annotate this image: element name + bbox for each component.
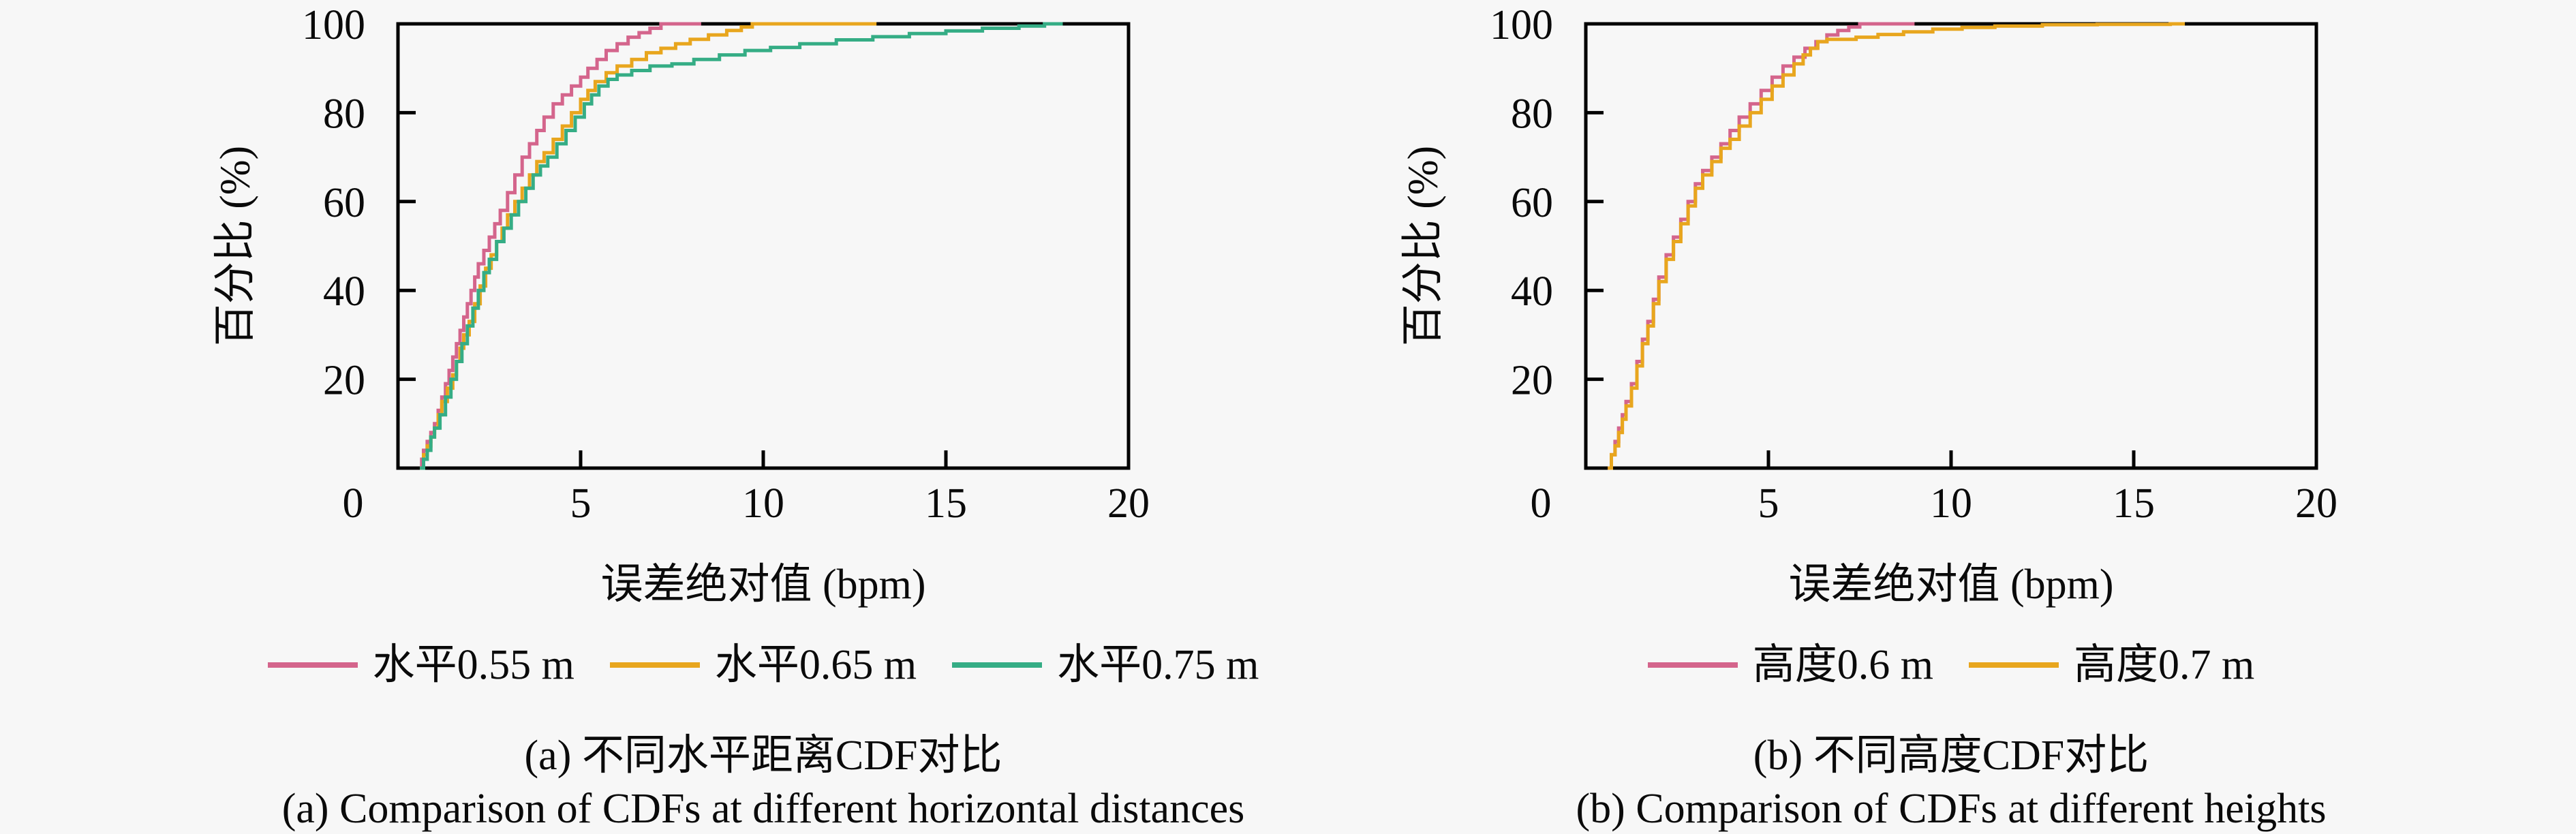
x-tick-label: 10: [1930, 480, 1972, 527]
legend-line-swatch: [952, 662, 1043, 668]
y-axis-title: 百分比 (%): [1400, 146, 1447, 346]
x-tick-label: 0: [343, 480, 364, 527]
x-tick-label: 15: [925, 480, 967, 527]
y-tick-label: 100: [302, 2, 365, 48]
legend-line-swatch: [267, 662, 358, 668]
caption-chinese-text: (a) 不同水平距离CDF对比: [524, 732, 1002, 779]
legend-line-swatch: [1647, 662, 1738, 668]
legend-label: 高度0.6 m: [1752, 642, 1933, 688]
legend-label: 水平0.75 m: [1057, 642, 1259, 688]
legend-item: 水平0.55 m: [267, 636, 574, 694]
legend-label: 水平0.65 m: [714, 642, 917, 688]
legend-item: 高度0.6 m: [1647, 636, 1933, 694]
legend-label: 水平0.55 m: [372, 642, 574, 688]
cdf-series-line: [420, 22, 1063, 470]
x-axis-title: 误差绝对值 (bpm): [600, 561, 925, 608]
chart-a-legend: 水平0.55 m 水平0.65 m 水平0.75 m: [267, 636, 1259, 694]
caption-english-text: (a) Comparison of CDFs at different hori…: [281, 786, 1245, 832]
y-tick-label: 20: [1511, 358, 1553, 404]
chart-a-plot: 20 40 60 80 100 0 5 10 15 20 误差绝对值 (bpm) 百分比 (%): [213, 2, 1150, 608]
x-tick-label: 10: [742, 480, 784, 527]
caption-chinese: (a) 不同水平距离CDF对比: [398, 730, 1129, 781]
x-tick-label: 5: [570, 480, 592, 527]
x-tick-label: 15: [2113, 480, 2155, 527]
cdf-series-line: [1608, 22, 2185, 470]
legend-line-swatch: [609, 662, 700, 668]
caption-english: (b) Comparison of CDFs at different heig…: [1576, 784, 2327, 834]
x-tick-label: 20: [1107, 480, 1150, 527]
y-axis-title: 百分比 (%): [213, 146, 259, 346]
cdf-series-line: [1608, 22, 1915, 470]
caption-chinese: (b) 不同高度CDF对比: [1586, 730, 2316, 781]
legend-item: 水平0.65 m: [609, 636, 917, 694]
y-tick-label: 80: [1511, 91, 1553, 137]
x-axis-title: 误差绝对值 (bpm): [1788, 561, 2113, 608]
chart-b-plot: 20 40 60 80 100 0 5 10 15 20 误差绝对值 (bpm) 百分比 (%): [1400, 2, 2337, 608]
y-tick-label: 40: [1511, 268, 1553, 315]
caption-chinese-text: (b) 不同高度CDF对比: [1753, 732, 2149, 779]
y-tick-label: 20: [323, 358, 365, 404]
y-tick-label: 40: [323, 268, 365, 315]
y-tick-label: 60: [323, 180, 365, 226]
caption-english-text: (b) Comparison of CDFs at different heig…: [1576, 786, 2327, 832]
cdf-series-line: [420, 22, 701, 470]
legend-label: 高度0.7 m: [2074, 642, 2255, 688]
caption-english: (a) Comparison of CDFs at different hori…: [282, 784, 1244, 834]
chart-b-block: 20 40 60 80 100 0 5 10 15 20 误差绝对值 (bpm) 百分比 (%) 高度…: [1288, 0, 2576, 832]
y-tick-label: 80: [323, 91, 365, 137]
x-tick-label: 5: [1758, 480, 1779, 527]
x-tick-label: 0: [1531, 480, 1552, 527]
legend-line-swatch: [1969, 662, 2059, 668]
legend-item: 高度0.7 m: [1969, 636, 2254, 694]
chart-b-legend: 高度0.6 m 高度0.7 m: [1586, 636, 2316, 694]
axis-box: [1584, 22, 2318, 470]
y-tick-label: 100: [1490, 2, 1553, 48]
chart-a-block: 20 40 60 80 100 0 5 10 15 20 误差绝对值 (bpm) 百分比 (%) 水平…: [0, 0, 1288, 832]
x-tick-label: 20: [2295, 480, 2337, 527]
y-tick-label: 60: [1511, 180, 1553, 226]
legend-item: 水平0.75 m: [952, 636, 1259, 694]
axis-box: [396, 22, 1131, 470]
cdf-series-line: [420, 22, 877, 470]
